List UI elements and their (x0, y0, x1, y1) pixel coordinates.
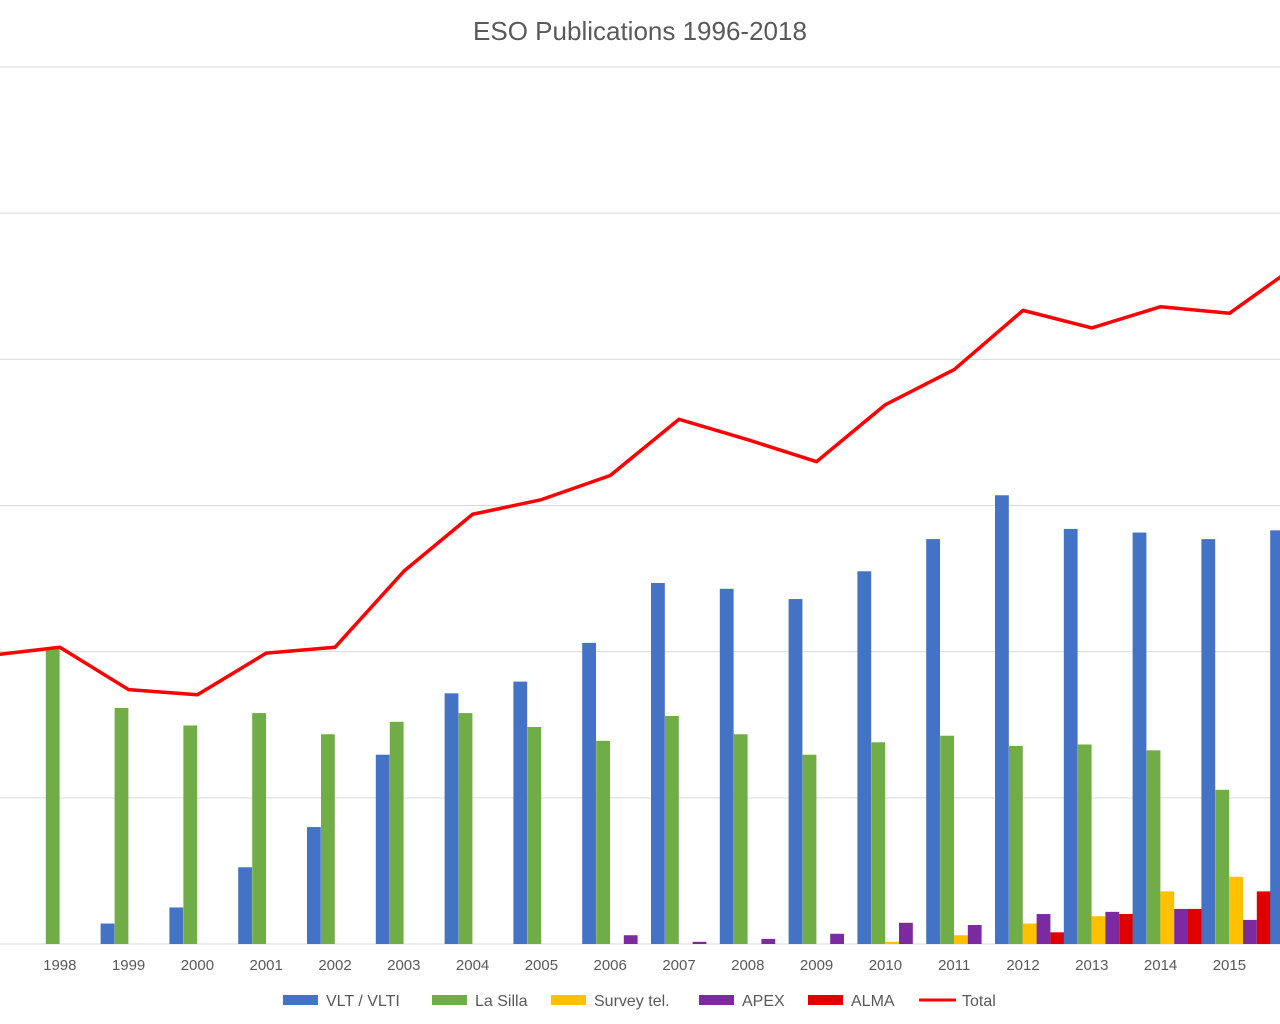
x-tick-label: 2000 (181, 957, 214, 974)
bars (45, 495, 1280, 944)
bar-apex-2010 (899, 922, 913, 944)
bar-vlt-vlti-2004 (444, 693, 459, 944)
legend-swatch (551, 995, 586, 1005)
bar-vlt-vlti-2000 (169, 907, 184, 944)
legend-label: Survey tel. (594, 993, 670, 1010)
legend-swatch (283, 995, 318, 1005)
bar-apex-2008 (761, 938, 776, 944)
legend-label: VLT / VLTI (326, 993, 400, 1010)
legend-label: APEX (742, 993, 785, 1010)
bar-vlt-vlti-2007 (651, 582, 665, 944)
bar-vlt-vlti-2002 (307, 827, 321, 944)
bar-vlt-vlti-2016 (1270, 530, 1280, 944)
x-tick-label: 2001 (250, 957, 283, 974)
bar-apex-2009 (830, 933, 844, 944)
x-tick-label: 2004 (456, 957, 489, 974)
x-tick-label: 2007 (662, 957, 695, 974)
bar-la-silla-2002 (321, 734, 335, 944)
total-series-line (0, 275, 1280, 697)
bar-la-silla-2008 (733, 734, 748, 944)
bar-la-silla-2004 (458, 713, 473, 944)
bar-la-silla-2010 (871, 742, 886, 944)
x-tick-label: 2011 (938, 957, 970, 974)
x-tick-label: 2003 (387, 957, 420, 974)
bar-la-silla-2015 (1215, 789, 1230, 944)
bar-apex-2011 (967, 924, 982, 944)
bar-vlt-vlti-2003 (375, 754, 390, 944)
bar-apex-2013 (1105, 911, 1120, 944)
bar-vlt-vlti-2015 (1201, 539, 1216, 944)
bar-survey-tel-2012 (1022, 923, 1037, 944)
bar-la-silla-2007 (665, 715, 679, 944)
x-tick-label: 2009 (800, 957, 833, 974)
bar-apex-2015 (1243, 919, 1257, 944)
legend-label: ALMA (851, 993, 895, 1010)
bar-alma-2013 (1119, 914, 1133, 944)
x-tick-label: 2008 (731, 957, 764, 974)
bar-la-silla-2001 (252, 713, 266, 944)
bar-survey-tel-2010 (885, 941, 899, 944)
bar-survey-tel-2011 (954, 935, 968, 944)
legend-swatch (432, 995, 467, 1005)
legend-swatch (699, 995, 734, 1005)
bar-apex-2014 (1174, 908, 1188, 944)
chart-title: ESO Publications 1996-2018 (473, 16, 807, 46)
x-tick-label: 2012 (1006, 957, 1039, 974)
bar-vlt-vlti-2014 (1132, 532, 1147, 944)
bar-vlt-vlti-2012 (995, 495, 1009, 944)
bar-la-silla-2000 (183, 725, 198, 944)
bar-apex-2007 (692, 941, 707, 944)
bar-apex-2012 (1036, 914, 1051, 944)
bar-vlt-vlti-2005 (513, 681, 528, 944)
x-tick-label: 2002 (318, 957, 351, 974)
bar-la-silla-2011 (940, 735, 954, 944)
x-tick-label: 1999 (112, 957, 145, 974)
bar-survey-tel-2013 (1091, 916, 1106, 944)
x-tick-label: 2015 (1213, 957, 1246, 974)
bar-la-silla-2003 (389, 721, 404, 944)
bar-alma-2015 (1256, 891, 1271, 944)
x-tick-label: 2006 (594, 957, 627, 974)
bar-la-silla-2006 (596, 740, 610, 944)
bar-la-silla-2012 (1009, 745, 1023, 944)
bar-survey-tel-2014 (1160, 891, 1175, 944)
bar-la-silla-2005 (527, 726, 542, 944)
x-tick-label: 1998 (43, 957, 76, 974)
legend: VLT / VLTI La Silla Survey tel. APEX ALMA Tot… (283, 993, 996, 1010)
bar-vlt-vlti-1999 (100, 923, 115, 944)
bar-alma-2012 (1050, 932, 1065, 944)
x-tick-label: 2013 (1075, 957, 1108, 974)
legend-label: Total (962, 993, 996, 1010)
bar-vlt-vlti-2009 (788, 599, 803, 944)
legend-swatch (808, 995, 843, 1005)
bar-la-silla-2009 (802, 754, 817, 944)
bar-vlt-vlti-2013 (1063, 528, 1078, 944)
bar-la-silla-2014 (1146, 750, 1161, 944)
bar-vlt-vlti-2001 (238, 867, 252, 944)
bar-la-silla-1999 (114, 707, 129, 944)
x-axis-ticks: 7199819992000200120022003200420052006200… (43, 957, 1246, 974)
x-tick-label: 2014 (1144, 957, 1177, 974)
x-tick-label: 2005 (525, 957, 558, 974)
legend-label: La Silla (475, 993, 528, 1010)
bar-vlt-vlti-2008 (719, 588, 734, 944)
bar-apex-2006 (623, 935, 638, 944)
bar-alma-2014 (1188, 908, 1202, 944)
bar-survey-tel-2015 (1229, 876, 1243, 944)
x-tick-label: 2010 (869, 957, 902, 974)
gridlines (0, 66, 1280, 945)
bar-la-silla-2013 (1077, 744, 1092, 944)
bar-vlt-vlti-2011 (926, 539, 940, 944)
bar-la-silla-1998 (45, 648, 60, 944)
total-line (0, 275, 1280, 697)
bar-vlt-vlti-2006 (582, 642, 596, 944)
bar-vlt-vlti-2010 (857, 571, 872, 944)
